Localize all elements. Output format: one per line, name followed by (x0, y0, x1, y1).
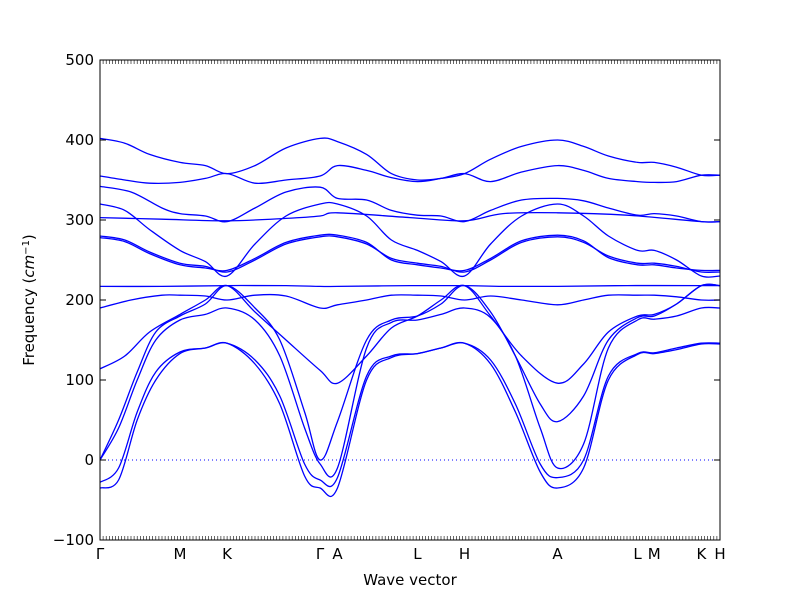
y-axis-label: Frequency (cm−1) (20, 234, 38, 366)
x-axis-label: Wave vector (363, 571, 457, 589)
y-tick-label: 300 (65, 211, 94, 229)
y-tick-labels: −100 0 100 200 300 400 500 (53, 51, 94, 549)
band-line-14 (99, 137, 721, 181)
y-axis-label-exponent: −1 (21, 240, 32, 255)
y-tick-label: −100 (53, 531, 94, 549)
x-tick-label: K (222, 545, 233, 563)
plot-frame (99, 59, 721, 541)
band-line-8 (99, 235, 721, 274)
x-tick-label: H (459, 545, 470, 563)
x-tick-label: H (714, 545, 725, 563)
band-line-4 (99, 283, 721, 461)
band-line-2 (99, 342, 721, 488)
ticks (99, 59, 721, 541)
band-line-12 (99, 211, 721, 223)
band-line-11 (99, 185, 721, 223)
x-tick-label: K (696, 545, 707, 563)
x-tick-label: A (552, 545, 563, 563)
band-line-1 (99, 341, 721, 498)
y-axis-label-close: ) (20, 234, 38, 240)
band-line-6 (99, 293, 721, 309)
x-tick-label: L (413, 545, 422, 563)
y-axis-label-main: Frequency ( (20, 278, 38, 366)
x-tick-label: A (332, 545, 343, 563)
band-line-13 (99, 164, 721, 185)
x-tick-label: L (633, 545, 642, 563)
band-line-5 (99, 283, 721, 385)
y-tick-label: 400 (65, 131, 94, 149)
band-line-9 (99, 233, 721, 272)
x-tick-label: Γ (96, 545, 105, 563)
y-axis-label-unit: cm (20, 255, 38, 278)
x-tick-label: M (648, 545, 661, 563)
y-tick-label: 0 (84, 451, 94, 469)
y-tick-label: 500 (65, 51, 94, 69)
series-lines (99, 137, 721, 498)
band-line-3 (99, 306, 721, 478)
x-tick-label: Γ (316, 545, 325, 563)
x-tick-label: M (174, 545, 187, 563)
y-tick-label: 100 (65, 371, 94, 389)
band-line-7 (99, 284, 720, 288)
band-line-10 (99, 201, 721, 278)
y-tick-label: 200 (65, 291, 94, 309)
